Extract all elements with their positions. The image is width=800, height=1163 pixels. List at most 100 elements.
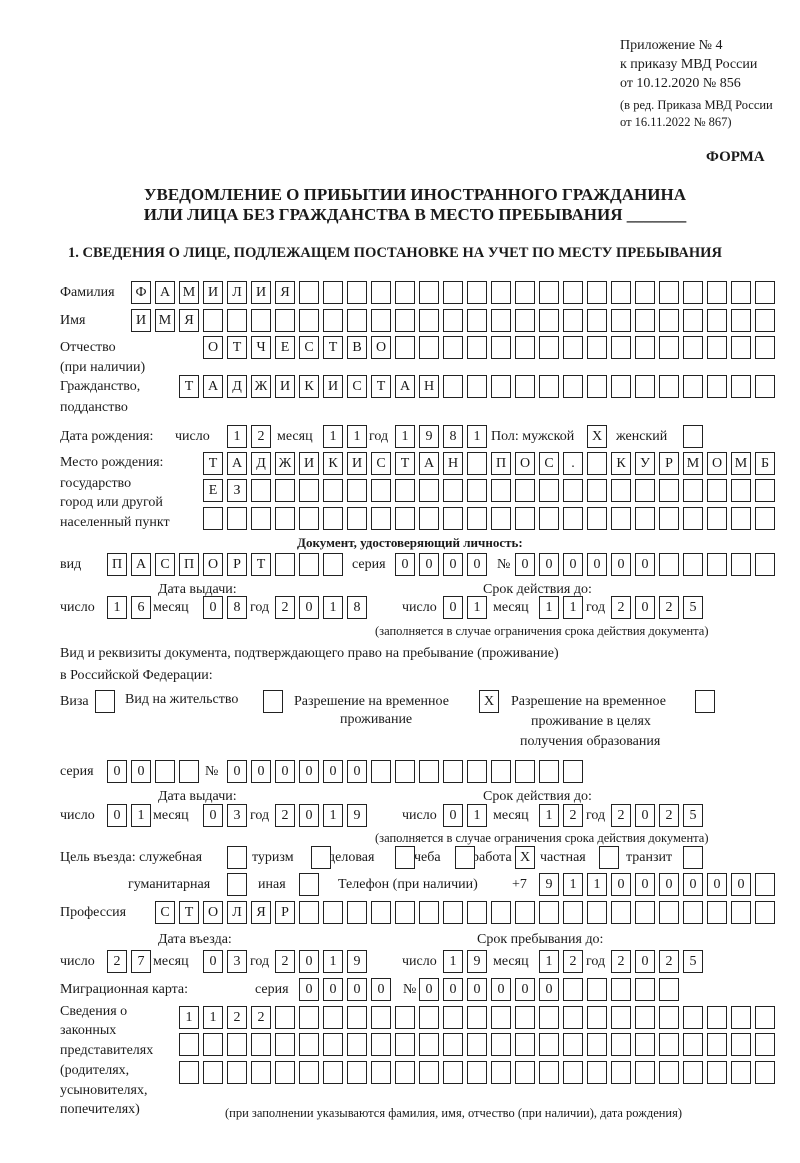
char-cell-birthplace3[interactable]: [515, 507, 535, 530]
char-cell-birthplace1[interactable]: Д: [251, 452, 271, 475]
char-cell-rep3[interactable]: [347, 1061, 367, 1084]
char-cell-entry-year[interactable]: 0: [299, 950, 319, 973]
char-cell-rep3[interactable]: [611, 1061, 631, 1084]
char-cell-rep2[interactable]: [539, 1033, 559, 1056]
char-cell-patronymic[interactable]: [659, 336, 679, 359]
char-cell-right-number[interactable]: 0: [323, 760, 343, 783]
char-cell-doc-valid-day[interactable]: 1: [467, 596, 487, 619]
char-cell-patronymic[interactable]: [707, 336, 727, 359]
char-cell-name[interactable]: [443, 309, 463, 332]
char-cell-profession[interactable]: [635, 901, 655, 924]
char-cell-patronymic[interactable]: Т: [227, 336, 247, 359]
char-cell-profession[interactable]: Л: [227, 901, 247, 924]
char-cell-name[interactable]: [299, 309, 319, 332]
checkbox-temp-residence[interactable]: X: [479, 690, 499, 713]
char-cell-right-number[interactable]: [467, 760, 487, 783]
char-cell-patronymic[interactable]: С: [299, 336, 319, 359]
char-cell-birthplace1[interactable]: О: [515, 452, 535, 475]
char-cell-right-valid-year[interactable]: 0: [635, 804, 655, 827]
char-cell-right-number[interactable]: [443, 760, 463, 783]
char-cell-entry-year[interactable]: 1: [323, 950, 343, 973]
char-cell-rep2[interactable]: [251, 1033, 271, 1056]
char-cell-rep2[interactable]: [179, 1033, 199, 1056]
char-cell-rep1[interactable]: [731, 1006, 751, 1029]
char-cell-name[interactable]: [347, 309, 367, 332]
char-cell-birthplace3[interactable]: [611, 507, 631, 530]
char-cell-birthplace2[interactable]: [659, 479, 679, 502]
char-cell-birthplace1[interactable]: О: [707, 452, 727, 475]
char-cell-mc-series[interactable]: 0: [299, 978, 319, 1001]
char-cell-citizenship[interactable]: Т: [179, 375, 199, 398]
char-cell-surname[interactable]: [635, 281, 655, 304]
char-cell-doc-kind[interactable]: Т: [251, 553, 271, 576]
char-cell-name[interactable]: [395, 309, 415, 332]
char-cell-name[interactable]: Я: [179, 309, 199, 332]
char-cell-surname[interactable]: [467, 281, 487, 304]
char-cell-profession[interactable]: [707, 901, 727, 924]
char-cell-citizenship[interactable]: К: [299, 375, 319, 398]
char-cell-surname[interactable]: [731, 281, 751, 304]
char-cell-entry-year[interactable]: 2: [275, 950, 295, 973]
char-cell-birthplace1[interactable]: Б: [755, 452, 775, 475]
char-cell-profession[interactable]: [443, 901, 463, 924]
char-cell-patronymic[interactable]: [587, 336, 607, 359]
char-cell-rep1[interactable]: [635, 1006, 655, 1029]
char-cell-doc-valid-year[interactable]: 2: [611, 596, 631, 619]
char-cell-surname[interactable]: [347, 281, 367, 304]
char-cell-rep3[interactable]: [323, 1061, 343, 1084]
char-cell-doc-issue-year[interactable]: 1: [323, 596, 343, 619]
char-cell-profession[interactable]: [683, 901, 703, 924]
char-cell-right-issue-month[interactable]: 3: [227, 804, 247, 827]
char-cell-citizenship[interactable]: [635, 375, 655, 398]
char-cell-birthplace2[interactable]: [443, 479, 463, 502]
checkbox-p-tourism[interactable]: [311, 846, 331, 869]
char-cell-phone[interactable]: 0: [707, 873, 727, 896]
char-cell-right-number[interactable]: [371, 760, 391, 783]
char-cell-phone[interactable]: [755, 873, 775, 896]
char-cell-citizenship[interactable]: Т: [371, 375, 391, 398]
char-cell-doc-number[interactable]: 0: [587, 553, 607, 576]
char-cell-mc-series[interactable]: 0: [371, 978, 391, 1001]
char-cell-doc-kind[interactable]: [275, 553, 295, 576]
char-cell-surname[interactable]: [755, 281, 775, 304]
char-cell-right-valid-year[interactable]: 2: [611, 804, 631, 827]
char-cell-doc-series[interactable]: 0: [419, 553, 439, 576]
char-cell-birth-year[interactable]: 9: [419, 425, 439, 448]
char-cell-birthplace1[interactable]: А: [227, 452, 247, 475]
char-cell-mc-number[interactable]: [659, 978, 679, 1001]
char-cell-stay-year[interactable]: 2: [611, 950, 631, 973]
char-cell-right-number[interactable]: 0: [227, 760, 247, 783]
char-cell-mc-series[interactable]: 0: [323, 978, 343, 1001]
char-cell-name[interactable]: [731, 309, 751, 332]
char-cell-birthplace3[interactable]: [467, 507, 487, 530]
char-cell-citizenship[interactable]: [659, 375, 679, 398]
char-cell-rep2[interactable]: [347, 1033, 367, 1056]
char-cell-profession[interactable]: [659, 901, 679, 924]
char-cell-birthplace1[interactable]: И: [347, 452, 367, 475]
char-cell-birthplace3[interactable]: [635, 507, 655, 530]
char-cell-doc-valid-year[interactable]: 0: [635, 596, 655, 619]
char-cell-profession[interactable]: [419, 901, 439, 924]
char-cell-citizenship[interactable]: [755, 375, 775, 398]
char-cell-surname[interactable]: [443, 281, 463, 304]
char-cell-profession[interactable]: [395, 901, 415, 924]
char-cell-rep2[interactable]: [611, 1033, 631, 1056]
char-cell-rep3[interactable]: [419, 1061, 439, 1084]
char-cell-birthplace2[interactable]: Е: [203, 479, 223, 502]
char-cell-rep3[interactable]: [707, 1061, 727, 1084]
char-cell-birthplace2[interactable]: [371, 479, 391, 502]
char-cell-rep1[interactable]: [539, 1006, 559, 1029]
char-cell-birthplace2[interactable]: [755, 479, 775, 502]
char-cell-rep2[interactable]: [371, 1033, 391, 1056]
char-cell-rep3[interactable]: [731, 1061, 751, 1084]
char-cell-mc-series[interactable]: 0: [347, 978, 367, 1001]
char-cell-phone[interactable]: 1: [587, 873, 607, 896]
char-cell-surname[interactable]: [539, 281, 559, 304]
char-cell-patronymic[interactable]: Т: [323, 336, 343, 359]
char-cell-doc-issue-day[interactable]: 6: [131, 596, 151, 619]
char-cell-rep3[interactable]: [179, 1061, 199, 1084]
char-cell-doc-kind[interactable]: О: [203, 553, 223, 576]
char-cell-name[interactable]: [635, 309, 655, 332]
char-cell-patronymic[interactable]: [515, 336, 535, 359]
char-cell-rep2[interactable]: [755, 1033, 775, 1056]
